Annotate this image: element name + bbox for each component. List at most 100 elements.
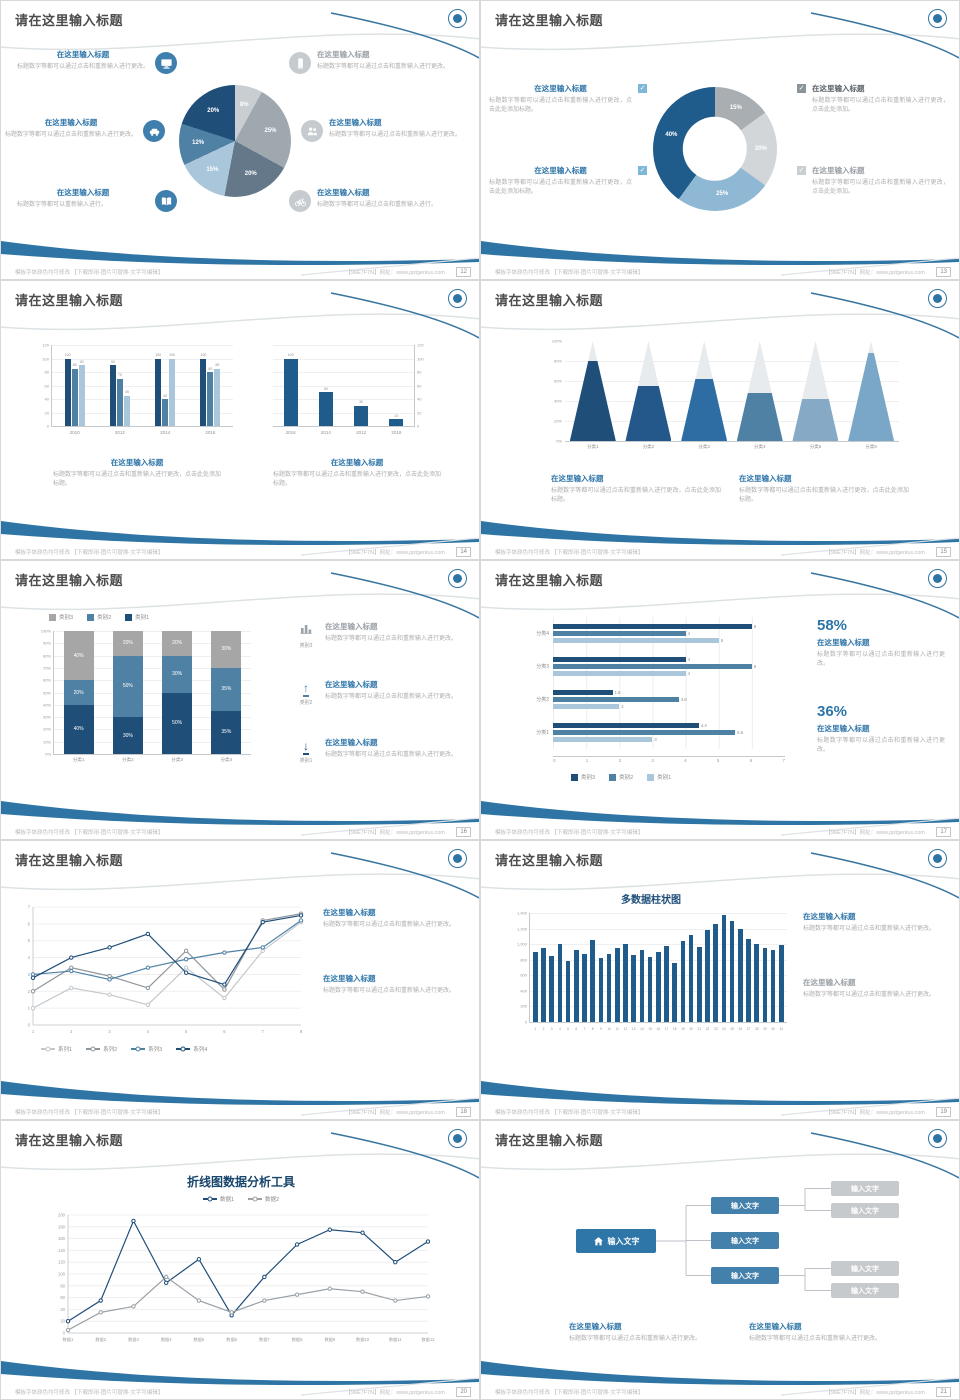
feature-item: ✓ 在这里输入标题 标题数字等都可以通过点击和重新输入进行更改，点击此处添加。 — [797, 165, 949, 197]
bar — [746, 939, 751, 1022]
group: 14 — [639, 913, 645, 1031]
chart-legend: 系列1 系列2 系列3 系列4 — [41, 1045, 207, 1053]
item-body: 标题数字等都可以通过点击和重新输入进行更改。 — [325, 751, 458, 758]
bar: 70 — [116, 373, 123, 426]
slide-19[interactable]: 请在这里输入标题 多数据柱状图 0 200 400 600 800 1,000 1,200 1… — [481, 841, 959, 1119]
xlab: 4 — [558, 1027, 561, 1031]
xlab: 22 — [705, 1027, 710, 1031]
xlab: 27 — [746, 1027, 751, 1031]
vlab: 90 — [110, 359, 115, 364]
groups: 1 2 3 4 5 6 7 8 9 10 11 12 13 14 15 16 17 18 19 20 21 22 23 24 2… — [530, 913, 787, 1031]
hbar — [553, 697, 679, 702]
bar: 30 — [354, 400, 369, 426]
svg-text:140: 140 — [58, 1248, 66, 1253]
feature-item: 在这里输入标题 标题数字等都可以通过点击和重新输入进行更改，点击此处添加标题。 … — [489, 165, 647, 197]
section-body: 标题数字等都可以通过点击和重新输入进行更改。 — [803, 925, 936, 932]
section-body: 标题数字等都可以通过点击和重新输入进行更改。 — [323, 987, 456, 994]
sw — [609, 773, 617, 781]
seg: 40% — [63, 631, 94, 681]
org-leaf-node: 输入文字 — [831, 1283, 899, 1298]
hline: 4 — [553, 631, 785, 636]
group: 分类3 — [681, 341, 728, 449]
slide-title: 请在这里输入标题 — [15, 1133, 124, 1148]
svg-text:180: 180 — [58, 1224, 66, 1229]
scol: 40% 20% 40% — [63, 631, 94, 754]
bar: 100 — [155, 353, 162, 426]
group: 27 — [746, 913, 751, 1031]
vlab: 40 — [163, 393, 168, 398]
slide-14[interactable]: 请在这里输入标题 0 20 40 60 80 100 120 100 85 90 2010 90 70 4… — [1, 281, 479, 559]
footer-right-text: 【96E7F7N】网址：www.pptgenius.com — [345, 1390, 445, 1396]
book-icon — [155, 190, 177, 212]
bar — [721, 914, 727, 1022]
section-title: 在这里输入标题 — [323, 974, 376, 983]
stat-title: 在这里输入标题 — [817, 638, 870, 647]
stacked-bar-chart: 0% 10% 20% 30% 40% 50% 60% 70% 80% 90% 100% 40% 20% 4… — [29, 625, 257, 767]
bar — [590, 940, 595, 1022]
slide-15[interactable]: 请在这里输入标题 0% 20% 40% 60% 80% 100% 分类1 分类2 分类3 分类4 分… — [481, 281, 959, 559]
xlab: 19 — [681, 1027, 685, 1031]
feature-item: 在这里输入标题 标题数字等都可以通过点击和重新输入进行更改。 — [301, 117, 473, 142]
seg: 20% — [112, 631, 143, 656]
org-node-label: 输入文字 — [607, 1236, 640, 1246]
bar — [656, 951, 661, 1022]
bar — [647, 956, 653, 1022]
xlab: 2014 — [160, 430, 171, 435]
stat-percent: 58% — [817, 617, 848, 634]
slide-12[interactable]: 请在这里输入标题 8% 25% 20% 15% 12% 20% 在这里输入标题 标题数字等… — [1, 1, 479, 279]
hval: 5.5 — [737, 730, 744, 735]
svg-text:数据4: 数据4 — [161, 1336, 172, 1343]
slide-17[interactable]: 请在这里输入标题 分类4 6 4 5 分类3 4 6 4 分类2 1.8 3.8 2 分类1 4.4 5.5… — [481, 561, 959, 839]
gridl — [530, 944, 787, 946]
hline: 6 — [553, 624, 785, 629]
icon-label: 类别3 — [299, 643, 313, 649]
checkbox-icon: ✓ — [797, 166, 806, 175]
svg-text:6: 6 — [28, 921, 31, 926]
page-number: 21 — [936, 1387, 951, 1397]
hval: 6 — [753, 624, 757, 629]
bar — [770, 950, 776, 1022]
page-number: 15 — [936, 547, 951, 557]
seg: 30% — [112, 717, 143, 754]
item-body: 标题数字等都可以通过点击和重新输入进行更改，点击此处添加标题。 — [489, 97, 632, 113]
hline: 4.4 — [553, 723, 785, 728]
hole — [682, 116, 748, 182]
gridl — [273, 412, 414, 414]
feature-item: ↓ 类别1 在这里输入标题 标题数字等都可以通过点击和重新输入进行更改。 — [293, 737, 469, 764]
tri — [681, 341, 728, 441]
gridl — [54, 680, 251, 682]
slide-21[interactable]: 请在这里输入标题 输入文字 输入文字 输入文字 输入文字 输入文字 输入文字 输… — [481, 1121, 959, 1399]
ytick: 60 — [44, 383, 49, 388]
group: 35% 35% 30% 分类4 — [211, 631, 242, 762]
plabel: 40% — [665, 131, 678, 138]
xlab: 7 — [583, 1027, 586, 1031]
ytick: 40% — [42, 702, 51, 708]
plabel: 20% — [754, 146, 767, 152]
group: 22 — [705, 913, 710, 1031]
svg-text:数据5: 数据5 — [194, 1336, 205, 1343]
stat-block: 58% 在这里输入标题 标题数字等都可以通过点击和重新输入进行更改。 — [817, 617, 945, 669]
line-chart: 200 180 160 140 120 100 80 60 40 20 0 数据1 数据2 数据3 数据4 数… — [46, 1209, 436, 1349]
slide-title: 请在这里输入标题 — [15, 573, 124, 588]
gridl — [530, 928, 787, 930]
checkbox-icon: ✓ — [638, 84, 647, 93]
ytick: 60% — [42, 677, 51, 683]
slide-13[interactable]: 请在这里输入标题 15% 20% 25% 40% 在这里输入标题 标题数字等都可以通过… — [481, 1, 959, 279]
checkbox-icon: ✓ — [797, 84, 806, 93]
hline: 4 — [553, 671, 785, 676]
hline: 2 — [553, 704, 785, 709]
slide-16[interactable]: 请在这里输入标题 类别3 类别2 类别1 0% 10% 20% 30% 40% 50% 60% 7… — [1, 561, 479, 839]
slide-20[interactable]: 请在这里输入标题 折线图数据分析工具 数据1 数据2 200 180 160 140 12… — [1, 1121, 479, 1399]
section-body: 标题数字等都可以通过点击和重新输入进行更改。 — [569, 1335, 702, 1342]
gridl — [54, 704, 251, 706]
xlab: 2018 — [391, 430, 402, 435]
hstack: 1.8 3.8 2 — [553, 690, 785, 709]
hbar — [553, 631, 686, 636]
xlab: 9 — [599, 1027, 602, 1031]
hline: 4 — [553, 657, 785, 662]
gridl — [52, 372, 233, 373]
bar — [754, 944, 759, 1022]
xlab: 17 — [664, 1027, 669, 1031]
